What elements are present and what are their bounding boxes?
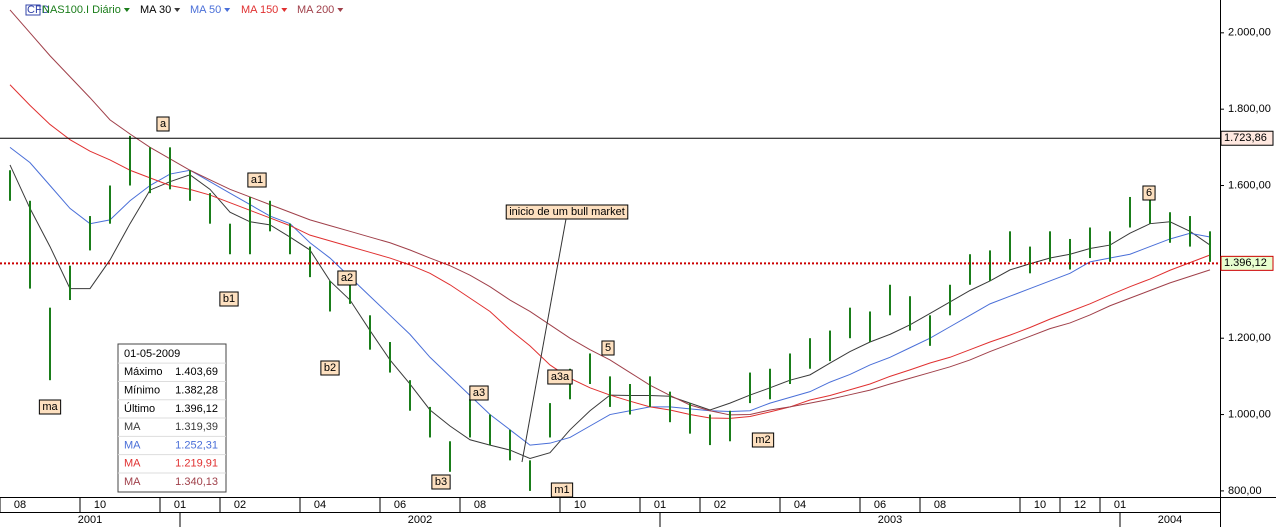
annotation: b2 bbox=[324, 362, 336, 374]
x-tick-label: 02 bbox=[714, 499, 726, 511]
ma-line bbox=[9, 146, 1211, 446]
annotation-box bbox=[505, 204, 629, 220]
info-value: 1.319,39 bbox=[175, 421, 218, 433]
legend-dropdown bbox=[224, 8, 231, 12]
y-tick-label: 2.000,00 bbox=[1228, 27, 1271, 39]
year-label: 2003 bbox=[878, 514, 902, 526]
x-tick-label: 08 bbox=[934, 499, 946, 511]
annotation: a3a bbox=[551, 371, 570, 383]
year-label: 2002 bbox=[408, 514, 432, 526]
annotation-leader bbox=[521, 218, 567, 463]
info-value: 1.382,28 bbox=[175, 385, 218, 397]
h-line-label: 1.723,86 bbox=[1224, 132, 1267, 144]
legend-dropdown bbox=[337, 8, 344, 12]
info-label: Último bbox=[124, 402, 155, 415]
legend-entry: MA 50 bbox=[190, 4, 221, 16]
h-line-label-box bbox=[1220, 255, 1274, 271]
x-tick-label: 02 bbox=[234, 499, 246, 511]
info-date: 01-05-2009 bbox=[124, 348, 180, 360]
y-tick-label: 1.000,00 bbox=[1228, 408, 1271, 420]
y-tick-label: 1.600,00 bbox=[1228, 179, 1271, 191]
x-tick-label: 08 bbox=[14, 499, 26, 511]
annotation-box bbox=[751, 432, 775, 448]
annotation: a bbox=[160, 118, 167, 130]
info-label: MA bbox=[124, 439, 141, 451]
annotation-box bbox=[38, 399, 62, 415]
x-tick-label: 10 bbox=[1034, 499, 1046, 511]
info-label: MA bbox=[124, 458, 141, 470]
h-line-label-box bbox=[1220, 130, 1274, 146]
legend-entry: MA 150 bbox=[241, 4, 278, 16]
x-tick-label: 01 bbox=[1114, 499, 1126, 511]
y-tick-label: 800,00 bbox=[1228, 485, 1262, 497]
annotation-box bbox=[431, 474, 451, 490]
annotation-box bbox=[320, 360, 340, 376]
info-value: 1.340,13 bbox=[175, 476, 218, 488]
annotation: b1 bbox=[223, 293, 235, 305]
info-value: 1.252,31 bbox=[175, 439, 218, 451]
info-value: 1.219,91 bbox=[175, 458, 218, 470]
annotation: a3 bbox=[473, 387, 485, 399]
annotation-box bbox=[547, 369, 573, 385]
x-tick-label: 01 bbox=[174, 499, 186, 511]
legend-dropdown bbox=[123, 8, 130, 12]
x-tick-label: 01 bbox=[654, 499, 666, 511]
annotation-box bbox=[219, 291, 239, 307]
legend-entry: MA 200 bbox=[297, 4, 334, 16]
x-tick-label: 06 bbox=[394, 499, 406, 511]
annotation: ma bbox=[42, 401, 58, 413]
annotation-box bbox=[247, 172, 267, 188]
annotation: m2 bbox=[755, 434, 770, 446]
annotation-box bbox=[469, 385, 489, 401]
info-label: MA bbox=[124, 421, 141, 433]
annotation-box bbox=[337, 270, 357, 286]
x-tick-label: 06 bbox=[874, 499, 886, 511]
header-icon-box bbox=[25, 4, 41, 16]
h-line-label: 1.396,12 bbox=[1224, 257, 1267, 269]
legend-dropdown bbox=[281, 8, 288, 12]
annotation: m1 bbox=[554, 484, 569, 496]
info-label: Máximo bbox=[124, 366, 163, 378]
x-tick-label: 10 bbox=[574, 499, 586, 511]
year-label: 2001 bbox=[78, 514, 102, 526]
x-tick-label: 12 bbox=[1074, 499, 1086, 511]
annotation: a1 bbox=[251, 174, 263, 186]
info-value: 1.396,12 bbox=[175, 403, 218, 415]
annotation-box bbox=[601, 340, 615, 356]
x-tick-label: 04 bbox=[794, 499, 806, 511]
info-value: 1.403,69 bbox=[175, 366, 218, 378]
legend-entry: MA 30 bbox=[140, 4, 171, 16]
legend-entry: NAS100.I Diário bbox=[42, 4, 121, 16]
annotation: 6 bbox=[1146, 187, 1152, 199]
info-label: Mínimo bbox=[124, 385, 160, 397]
y-tick-label: 1.200,00 bbox=[1228, 332, 1271, 344]
annotation: a2 bbox=[341, 272, 353, 284]
x-tick-label: 10 bbox=[94, 499, 106, 511]
annotation: 5 bbox=[605, 342, 611, 354]
x-tick-label: 04 bbox=[314, 499, 326, 511]
annotation-box bbox=[156, 116, 170, 132]
annotation: b3 bbox=[435, 476, 447, 488]
annotation-box bbox=[1142, 185, 1156, 201]
annotation-box bbox=[550, 482, 574, 498]
annotation: inicio de um bull market bbox=[509, 206, 625, 218]
year-label: 2004 bbox=[1158, 514, 1182, 526]
header-icon: CFD bbox=[27, 4, 50, 16]
legend-dropdown bbox=[174, 8, 181, 12]
x-tick-label: 08 bbox=[474, 499, 486, 511]
info-label: MA bbox=[124, 476, 141, 488]
y-tick-label: 1.800,00 bbox=[1228, 103, 1271, 115]
ma-line bbox=[9, 9, 1211, 416]
